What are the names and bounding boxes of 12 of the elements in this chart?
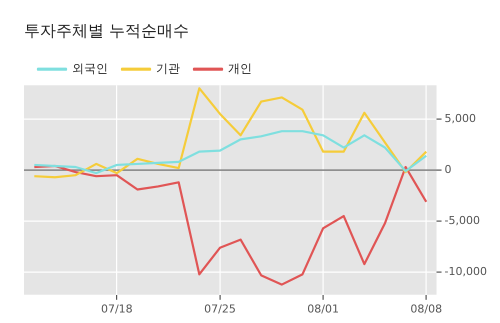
y-tick-label: -10,000 [444,265,488,278]
x-tick-label: 08/08 [410,302,442,316]
y-tick-label: 0 [444,162,452,176]
legend-label: 기관 [156,61,180,76]
y-tick-label: 5,000 [444,112,476,125]
x-tick-label: 07/18 [100,302,133,316]
legend-label: 개인 [228,61,252,76]
x-tick-label: 08/01 [307,302,339,316]
chart-title: 투자주체별 누적순매수 [24,20,190,40]
y-tick-label: -5,000 [444,214,480,228]
legend-label: 외국인 [72,61,108,76]
x-tick-label: 07/25 [204,302,236,316]
